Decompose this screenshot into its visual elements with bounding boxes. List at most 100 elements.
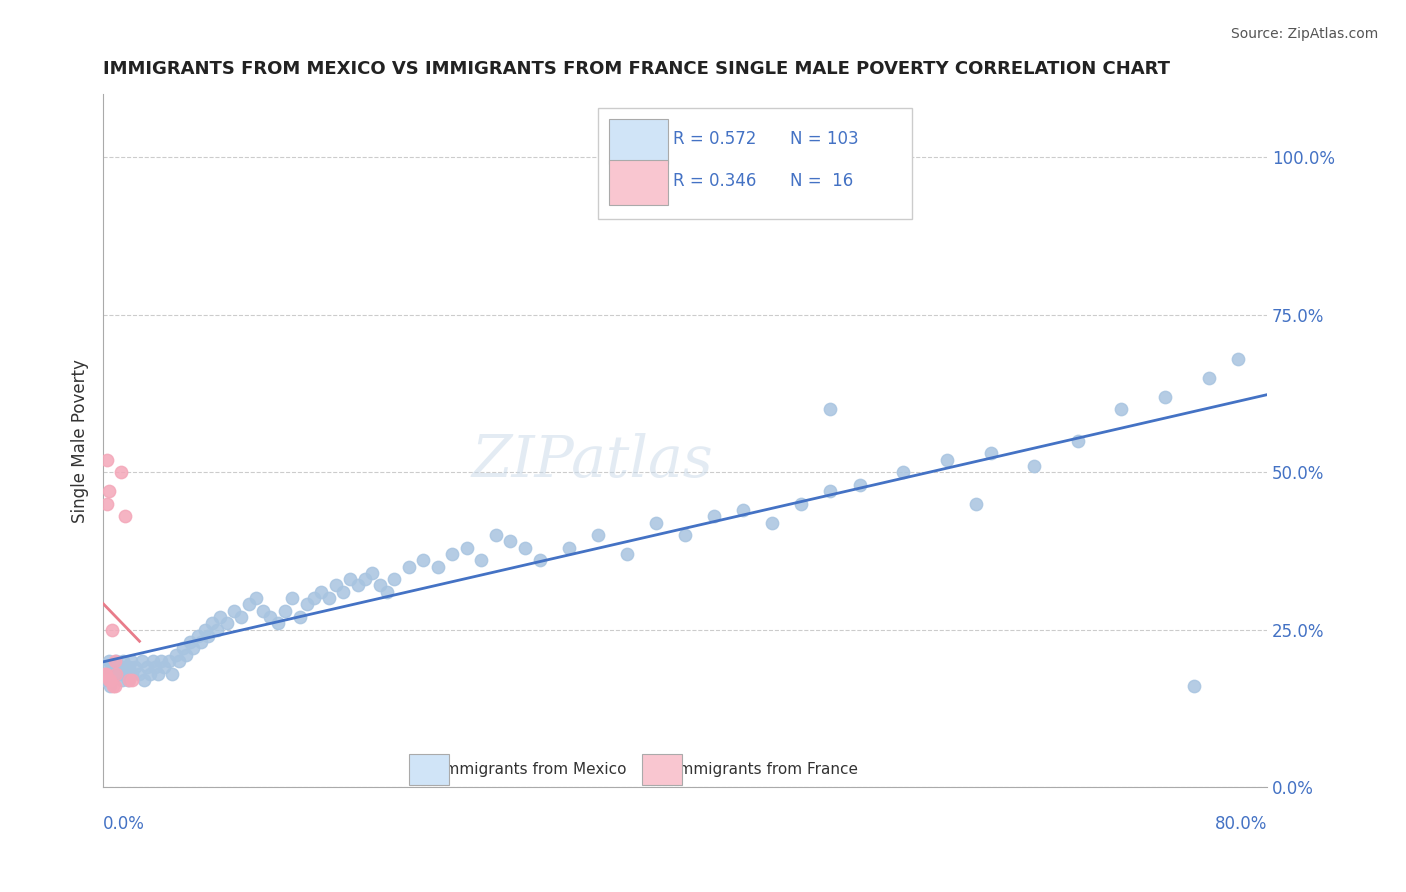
Point bbox=[426, 559, 449, 574]
Point bbox=[1198, 370, 1220, 384]
Point bbox=[295, 598, 318, 612]
Point bbox=[274, 604, 297, 618]
Point bbox=[456, 541, 478, 555]
Point bbox=[165, 648, 187, 662]
Point bbox=[100, 673, 122, 687]
Point bbox=[673, 528, 696, 542]
Point bbox=[848, 477, 870, 491]
Point bbox=[110, 465, 132, 479]
Point bbox=[114, 660, 136, 674]
Point bbox=[120, 654, 142, 668]
Point bbox=[118, 673, 141, 687]
Point bbox=[197, 629, 219, 643]
Point bbox=[208, 610, 231, 624]
Point bbox=[104, 679, 127, 693]
Point bbox=[153, 660, 176, 674]
Text: 0.0%: 0.0% bbox=[103, 814, 145, 832]
Point bbox=[259, 610, 281, 624]
Point bbox=[1226, 351, 1249, 366]
Point bbox=[267, 616, 290, 631]
Point bbox=[167, 654, 190, 668]
Point bbox=[179, 635, 201, 649]
Point bbox=[110, 666, 132, 681]
Point bbox=[325, 578, 347, 592]
Text: IMMIGRANTS FROM MEXICO VS IMMIGRANTS FROM FRANCE SINGLE MALE POVERTY CORRELATION: IMMIGRANTS FROM MEXICO VS IMMIGRANTS FRO… bbox=[103, 60, 1170, 78]
Point bbox=[94, 666, 117, 681]
Point bbox=[100, 679, 122, 693]
Point bbox=[382, 572, 405, 586]
Point bbox=[117, 673, 139, 687]
Y-axis label: Single Male Poverty: Single Male Poverty bbox=[72, 359, 89, 523]
Point bbox=[318, 591, 340, 605]
Point bbox=[132, 673, 155, 687]
Point bbox=[160, 666, 183, 681]
Point bbox=[441, 547, 464, 561]
Point bbox=[733, 503, 755, 517]
Point bbox=[222, 604, 245, 618]
Text: Immigrants from France: Immigrants from France bbox=[675, 762, 859, 777]
Point bbox=[96, 452, 118, 467]
Point bbox=[94, 666, 117, 681]
FancyBboxPatch shape bbox=[609, 119, 668, 164]
Point bbox=[93, 673, 115, 687]
Point bbox=[346, 578, 368, 592]
FancyBboxPatch shape bbox=[643, 755, 682, 785]
Point bbox=[703, 509, 725, 524]
Point bbox=[174, 648, 197, 662]
Point bbox=[311, 584, 333, 599]
Point bbox=[470, 553, 492, 567]
Point bbox=[97, 483, 120, 498]
Point bbox=[485, 528, 508, 542]
Point bbox=[231, 610, 253, 624]
Point bbox=[105, 666, 128, 681]
Point bbox=[965, 497, 987, 511]
Text: 80.0%: 80.0% bbox=[1215, 814, 1267, 832]
Point bbox=[820, 483, 842, 498]
Point bbox=[1111, 402, 1133, 417]
Point bbox=[150, 654, 173, 668]
Point bbox=[288, 610, 311, 624]
Point bbox=[645, 516, 668, 530]
Point bbox=[142, 654, 165, 668]
Point bbox=[104, 654, 127, 668]
Point bbox=[245, 591, 267, 605]
Point bbox=[1024, 458, 1046, 473]
Point bbox=[586, 528, 609, 542]
Text: N = 103: N = 103 bbox=[790, 130, 859, 148]
Point bbox=[128, 666, 150, 681]
Point bbox=[105, 654, 128, 668]
Text: ZIPatlas: ZIPatlas bbox=[471, 434, 713, 490]
Point bbox=[354, 572, 377, 586]
FancyBboxPatch shape bbox=[598, 108, 912, 219]
Point bbox=[96, 660, 118, 674]
Point bbox=[107, 660, 129, 674]
Point bbox=[979, 446, 1001, 460]
Point bbox=[513, 541, 536, 555]
Point bbox=[1182, 679, 1205, 693]
Point bbox=[412, 553, 434, 567]
Point bbox=[112, 654, 135, 668]
Point bbox=[100, 666, 122, 681]
Point bbox=[557, 541, 579, 555]
FancyBboxPatch shape bbox=[609, 161, 668, 205]
Point bbox=[157, 654, 180, 668]
Point bbox=[96, 497, 118, 511]
Point bbox=[181, 641, 204, 656]
Point bbox=[398, 559, 420, 574]
Point bbox=[97, 673, 120, 687]
Point bbox=[145, 660, 167, 674]
Point bbox=[138, 666, 160, 681]
Point bbox=[375, 584, 398, 599]
Point bbox=[339, 572, 361, 586]
Point bbox=[891, 465, 914, 479]
Point bbox=[1154, 390, 1177, 404]
Point bbox=[238, 598, 260, 612]
Text: R = 0.346: R = 0.346 bbox=[673, 172, 756, 190]
Point bbox=[135, 660, 157, 674]
Point bbox=[1067, 434, 1090, 448]
Point bbox=[104, 666, 127, 681]
Point bbox=[529, 553, 551, 567]
Point bbox=[302, 591, 325, 605]
Point bbox=[101, 673, 124, 687]
Text: R = 0.572: R = 0.572 bbox=[673, 130, 756, 148]
